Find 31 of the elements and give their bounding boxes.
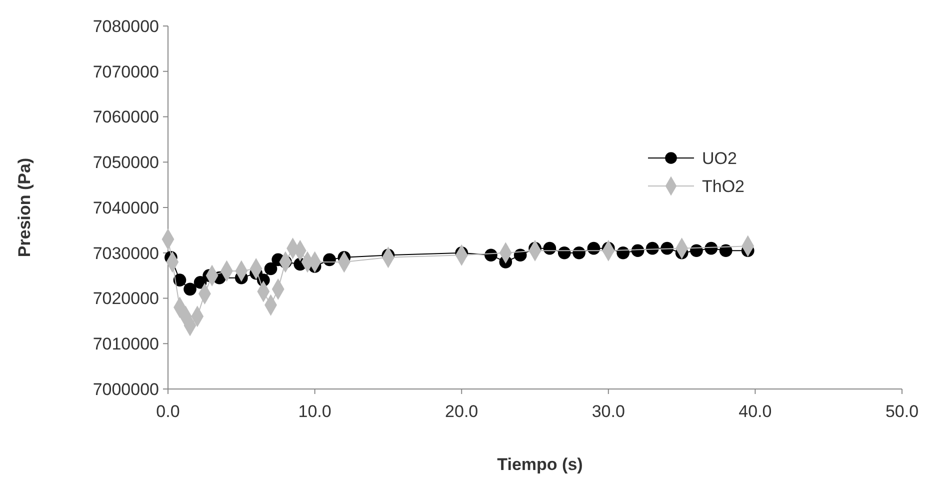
- y-tick-label: 7040000: [92, 198, 159, 218]
- x-tick-label: 30.0: [592, 402, 625, 421]
- y-tick-label: 7020000: [92, 289, 159, 308]
- point: [690, 244, 703, 258]
- point: [719, 244, 732, 258]
- legend-label: ThO2: [702, 176, 745, 196]
- y-tick-label: 7010000: [92, 334, 159, 354]
- x-tick-label: 50.0: [885, 402, 919, 421]
- point: [543, 242, 556, 255]
- point: [514, 248, 527, 262]
- x-tick-label: 40.0: [738, 402, 772, 421]
- point: [173, 274, 186, 287]
- point: [587, 242, 600, 255]
- point: [616, 246, 630, 260]
- point: [264, 262, 278, 276]
- y-tick-label: 7030000: [92, 244, 159, 263]
- legend-label: UO2: [702, 148, 737, 168]
- point: [184, 282, 196, 296]
- point: [323, 253, 336, 266]
- y-tick-label: 7070000: [92, 62, 159, 82]
- x-tick-label: 0.0: [156, 402, 180, 421]
- x-axis-title: Tiempo (s): [497, 455, 583, 474]
- y-tick-label: 7060000: [92, 108, 159, 127]
- point: [572, 246, 586, 260]
- point: [558, 246, 571, 260]
- x-tick-label: 20.0: [445, 402, 478, 421]
- y-tick-label: 7080000: [92, 16, 159, 36]
- y-axis-title: Presion (Pa): [15, 158, 34, 258]
- y-tick-label: 7000000: [92, 380, 159, 399]
- y-tick-label: 7050000: [92, 153, 159, 172]
- x-tick-label: 10.0: [298, 402, 332, 421]
